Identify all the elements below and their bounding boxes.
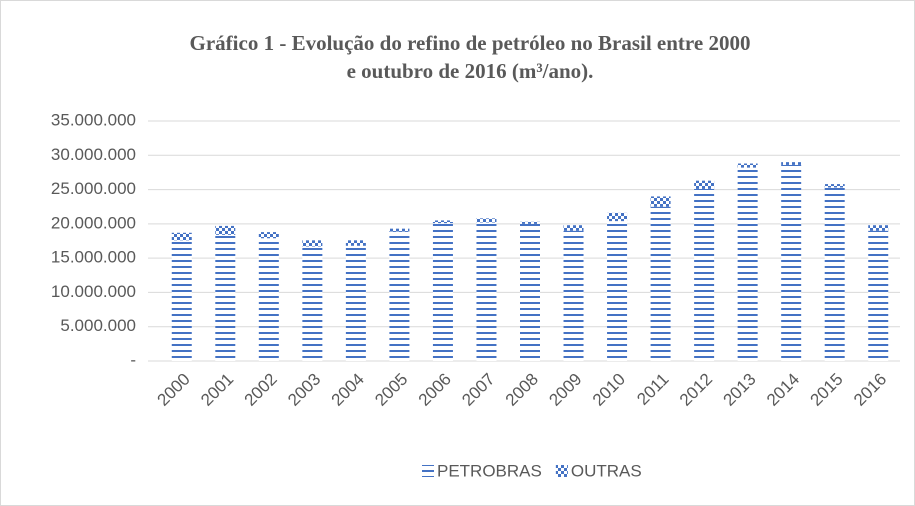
bar-segment: [215, 234, 236, 361]
y-tick-label: 30.000.000: [51, 145, 136, 164]
bar-segment: [215, 225, 236, 235]
bar-segment: [171, 240, 192, 361]
bar-segment: [389, 228, 410, 232]
bar-segment: [520, 221, 540, 224]
bar-segment: [563, 225, 584, 231]
bar-segment: [868, 230, 889, 361]
y-tick-label: 15.000.000: [51, 248, 136, 267]
y-tick-label: 25.000.000: [51, 179, 136, 198]
bar-segment: [345, 245, 366, 361]
legend-swatch: [422, 465, 434, 477]
bar-segment: [258, 238, 279, 361]
y-tick-label: 5.000.000: [60, 316, 136, 335]
legend-label: PETROBRAS: [437, 461, 542, 480]
bar-segment: [476, 218, 497, 223]
bar-segment: [694, 180, 715, 189]
bar-segment: [781, 162, 802, 165]
bar-segment: [432, 223, 453, 361]
bar-segment: [345, 240, 366, 246]
chart-title: Gráfico 1 - Evolução do refino de petról…: [190, 31, 751, 55]
bar-segment: [302, 246, 323, 361]
bar-segment: [868, 225, 889, 231]
bar-segment: [563, 230, 584, 361]
bar-segment: [520, 223, 540, 361]
bar-segment: [650, 206, 671, 361]
y-tick-label: 20.000.000: [51, 213, 136, 232]
bar-segment: [824, 187, 845, 361]
bar-segment: [781, 164, 802, 361]
chart-title: e outubro de 2016 (m³/ano).: [347, 59, 594, 83]
legend-label: OUTRAS: [571, 461, 642, 480]
bar-segment: [432, 220, 453, 224]
bar-segment: [694, 188, 715, 361]
bar-segment: [607, 221, 628, 361]
bar-segment: [824, 184, 845, 188]
legend-swatch: [555, 465, 568, 477]
bar-segment: [171, 232, 192, 241]
bar-segment: [737, 163, 758, 168]
bar-segment: [302, 240, 323, 247]
bar-segment: [737, 167, 758, 361]
bar-segment: [389, 231, 410, 361]
y-tick-label: -: [130, 350, 136, 369]
bar-segment: [650, 196, 671, 207]
y-tick-label: 35.000.000: [51, 110, 136, 129]
y-tick-label: 10.000.000: [51, 282, 136, 301]
bar-segment: [607, 212, 628, 222]
bar-segment: [476, 222, 497, 361]
bar-segment: [258, 232, 279, 239]
